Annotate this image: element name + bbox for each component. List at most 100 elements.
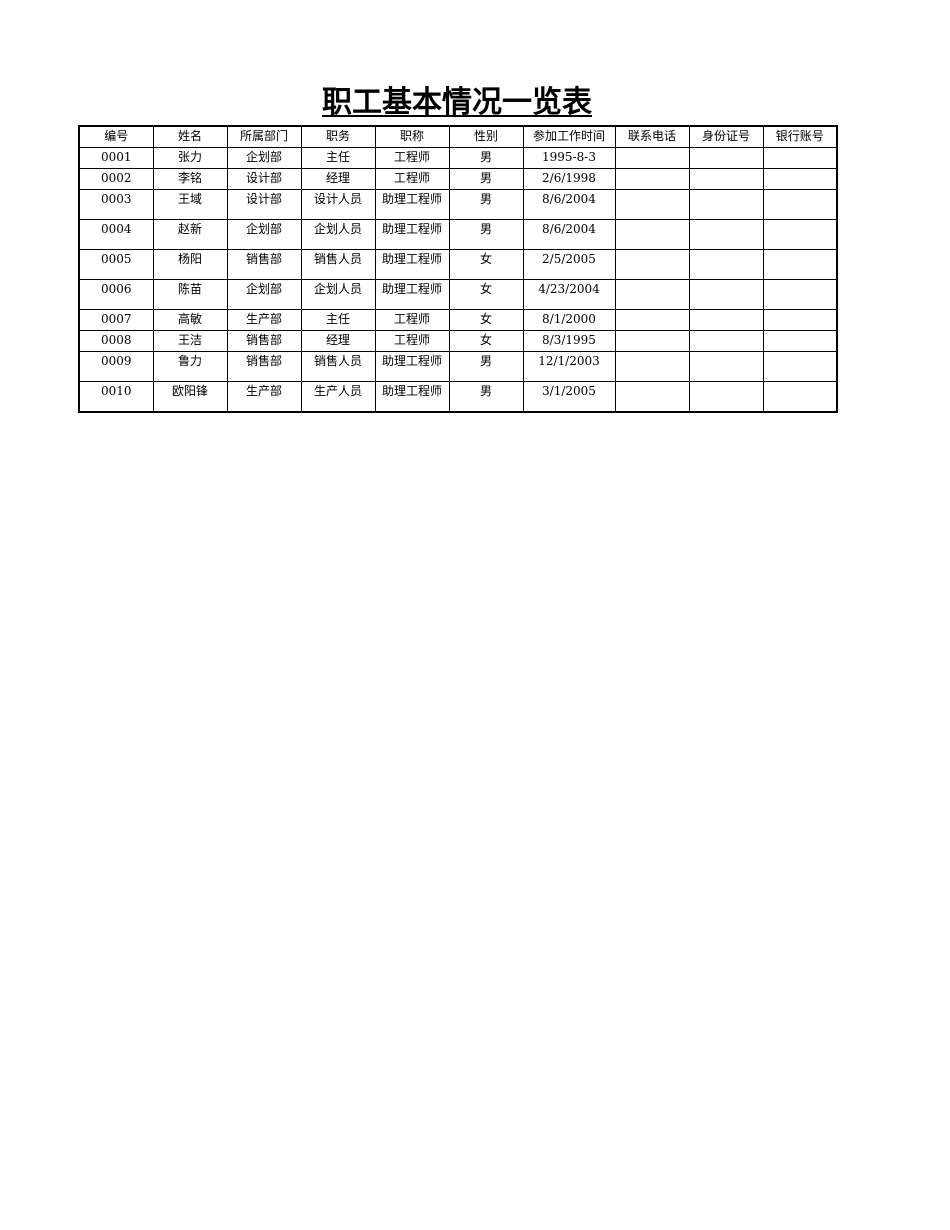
table-cell: 生产部: [226, 309, 302, 331]
table-cell: 工程师: [374, 330, 450, 352]
table-cell: [688, 147, 764, 169]
table-cell: 助理工程师: [374, 381, 450, 413]
table-cell: [688, 309, 764, 331]
table-cell: 0008: [78, 330, 154, 352]
table-cell: 工程师: [374, 168, 450, 190]
table-cell: [688, 249, 764, 280]
table-cell: 高敏: [152, 309, 228, 331]
table-cell: 欧阳锋: [152, 381, 228, 413]
table-cell: [614, 330, 690, 352]
table-cell: [688, 381, 764, 413]
table-cell: 0009: [78, 351, 154, 382]
table-cell: 0001: [78, 147, 154, 169]
table-cell: 4/23/2004: [522, 279, 616, 310]
table-cell: [614, 351, 690, 382]
page-title: 职工基本情况一览表: [0, 84, 914, 122]
table-cell: 男: [448, 351, 524, 382]
table-row: 0002 李铭 设计部 经理 工程师男 2/6/1998: [78, 168, 838, 190]
table-cell: 0005: [78, 249, 154, 280]
table-row: 0004 赵新 企划部 企划人员 助理工程师男 8/6/2004: [78, 219, 838, 250]
table-cell: 工程师: [374, 309, 450, 331]
table-cell: [614, 219, 690, 250]
column-header: 职务: [300, 125, 376, 148]
table-cell: [614, 147, 690, 169]
table-cell: 男: [448, 147, 524, 169]
table-cell: 销售部: [226, 249, 302, 280]
header-row: 编号 姓名 所属部门 职务 职称 性别 参加工作时间 联系电话 身份证号 银行账号: [78, 125, 838, 148]
table-cell: 鲁力: [152, 351, 228, 382]
table-cell: 经理: [300, 330, 376, 352]
table-cell: [614, 189, 690, 220]
column-header: 姓名: [152, 125, 228, 148]
table-cell: 助理工程师: [374, 189, 450, 220]
table-cell: 8/6/2004: [522, 219, 616, 250]
table-cell: [614, 168, 690, 190]
table-cell: 0003: [78, 189, 154, 220]
table-cell: 企划人员: [300, 279, 376, 310]
table-cell: [762, 219, 838, 250]
table-cell: 女: [448, 309, 524, 331]
table-cell: [688, 330, 764, 352]
table-cell: 经理: [300, 168, 376, 190]
table-row: 0009 鲁力 销售部 销售人员 助理工程师男 12/1/2003: [78, 351, 838, 382]
table-cell: 助理工程师: [374, 279, 450, 310]
table-cell: 助理工程师: [374, 219, 450, 250]
table-cell: 2/6/1998: [522, 168, 616, 190]
table-cell: 12/1/2003: [522, 351, 616, 382]
table-cell: 主任: [300, 309, 376, 331]
table-cell: 0002: [78, 168, 154, 190]
table-cell: [688, 279, 764, 310]
employee-table: 编号 姓名 所属部门 职务 职称 性别 参加工作时间 联系电话 身份证号 银行账号 0001 张力 企划…: [78, 125, 838, 413]
table-cell: [762, 189, 838, 220]
table-cell: 女: [448, 279, 524, 310]
table-cell: 2/5/2005: [522, 249, 616, 280]
table-cell: [762, 168, 838, 190]
column-header: 所属部门: [226, 125, 302, 148]
table-cell: 企划部: [226, 147, 302, 169]
table-cell: [762, 381, 838, 413]
table-cell: [614, 381, 690, 413]
table-row: 0006 陈苗 企划部 企划人员 助理工程师女 4/23/2004: [78, 279, 838, 310]
table-row: 0003 王域 设计部 设计人员 助理工程师男 8/6/2004: [78, 189, 838, 220]
table-cell: 张力: [152, 147, 228, 169]
table-cell: 设计部: [226, 189, 302, 220]
table-cell: 0004: [78, 219, 154, 250]
table-cell: 助理工程师: [374, 351, 450, 382]
table-cell: 设计部: [226, 168, 302, 190]
table-cell: [762, 147, 838, 169]
table-cell: 助理工程师: [374, 249, 450, 280]
table-cell: 女: [448, 249, 524, 280]
table-cell: 生产部: [226, 381, 302, 413]
table-row: 0001 张力 企划部 主任 工程师男 1995-8-3: [78, 147, 838, 169]
table-cell: 企划部: [226, 279, 302, 310]
table-cell: [762, 351, 838, 382]
table-cell: [614, 309, 690, 331]
table-cell: [688, 189, 764, 220]
table-cell: 企划部: [226, 219, 302, 250]
table-row: 0010 欧阳锋 生产部 生产人员 助理工程师男 3/1/2005: [78, 381, 838, 413]
table-cell: 8/6/2004: [522, 189, 616, 220]
column-header: 编号: [78, 125, 154, 148]
table-cell: 8/3/1995: [522, 330, 616, 352]
table-cell: 男: [448, 168, 524, 190]
column-header: 职称: [374, 125, 450, 148]
table-cell: 男: [448, 189, 524, 220]
table-cell: 工程师: [374, 147, 450, 169]
table-cell: 女: [448, 330, 524, 352]
table-cell: 3/1/2005: [522, 381, 616, 413]
table-cell: [688, 351, 764, 382]
table-row: 0007 高敏 生产部 主任 工程师女 8/1/2000: [78, 309, 838, 331]
table-cell: 销售人员: [300, 249, 376, 280]
table-cell: 8/1/2000: [522, 309, 616, 331]
table-cell: 陈苗: [152, 279, 228, 310]
table-cell: 杨阳: [152, 249, 228, 280]
table-cell: 销售部: [226, 330, 302, 352]
table-cell: [762, 309, 838, 331]
table-cell: 主任: [300, 147, 376, 169]
table-cell: [762, 249, 838, 280]
table-cell: 男: [448, 219, 524, 250]
table-cell: 0007: [78, 309, 154, 331]
table-cell: 李铭: [152, 168, 228, 190]
column-header: 身份证号: [688, 125, 764, 148]
table-cell: [762, 279, 838, 310]
